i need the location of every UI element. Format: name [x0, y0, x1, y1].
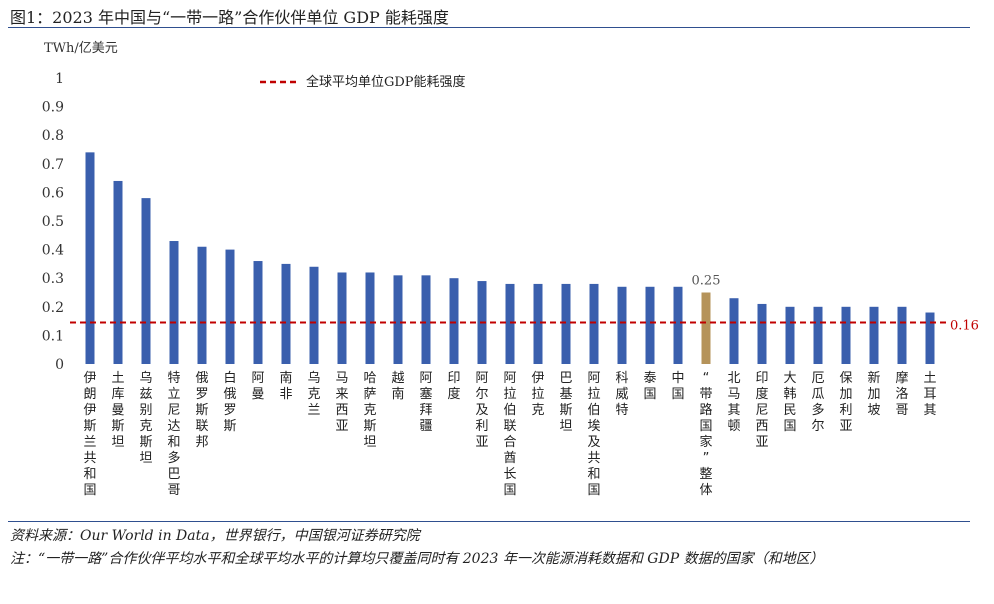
x-tick-label: 土库曼斯坦	[111, 371, 124, 450]
bar	[925, 312, 935, 364]
bar	[645, 286, 655, 364]
x-tick-label: 乌兹别克斯坦	[139, 370, 152, 466]
y-tick-label: 1	[55, 71, 64, 87]
bar	[225, 249, 235, 364]
x-tick-label: 马来西亚	[335, 371, 348, 434]
x-tick-label: 厄瓜多尔	[811, 371, 824, 434]
bar	[113, 180, 123, 364]
bar	[701, 292, 711, 364]
page-title: 图1：2023 年中国与“一带一路”合作伙伴单位 GDP 能耗强度	[10, 8, 449, 27]
belt-road-overall-value-label: 0.25	[692, 274, 721, 289]
x-tick-label: 印度尼西亚	[755, 371, 768, 450]
bar	[841, 306, 851, 364]
y-tick-label: 0.7	[42, 157, 64, 173]
x-tick-label: 土耳其	[923, 371, 936, 418]
y-tick-label: 0.9	[42, 100, 64, 116]
x-tick-label: 阿拉伯埃及共和国	[587, 371, 600, 498]
chart-legend: 全球平均单位GDP能耗强度	[260, 74, 466, 90]
x-tick-label: 巴基斯坦	[559, 371, 572, 434]
x-tick-label: 科威特	[615, 371, 628, 418]
top-divider	[8, 27, 970, 28]
bar	[197, 246, 207, 364]
x-tick-label: 保加利亚	[839, 371, 852, 434]
x-tick-label: 俄罗斯联邦	[195, 371, 208, 450]
bar	[169, 241, 179, 364]
bar	[141, 198, 151, 364]
x-tick-label: 阿拉伯联合酋长国	[503, 371, 516, 498]
source-note: 资料来源：Our World in Data，世界银行，中国银河证券研究院	[10, 528, 420, 544]
x-tick-label: “带路国家”整体	[699, 371, 712, 498]
bar	[869, 306, 879, 364]
bar	[533, 283, 543, 364]
bar	[281, 263, 291, 364]
bar	[337, 272, 347, 364]
bar	[897, 306, 907, 364]
x-tick-label: 乌克兰	[307, 370, 320, 418]
x-tick-label: 白俄罗斯	[223, 370, 236, 434]
x-tick-label: 特立尼达和多巴哥	[167, 371, 180, 498]
bar	[393, 275, 403, 364]
x-tick-label: 阿塞拜疆	[419, 371, 432, 434]
bar-chart: TWh/亿美元 0 0.1 0.2 0.3 0.4 0.5 0.6 0.7 0.8 0.9 1 伊朗…	[42, 41, 979, 498]
x-tick-label: 印度	[447, 371, 460, 402]
x-tick-label: 伊朗伊斯兰共和国	[83, 371, 96, 498]
bar	[85, 152, 95, 364]
x-tick-label: 伊拉克	[531, 371, 544, 418]
bar	[813, 306, 823, 364]
bar	[309, 266, 319, 364]
bar	[785, 306, 795, 364]
bar	[589, 283, 599, 364]
y-tick-label: 0.1	[42, 328, 64, 344]
bottom-divider	[8, 521, 970, 522]
bar	[365, 272, 375, 364]
x-tick-label: 阿曼	[251, 371, 264, 402]
legend-label: 全球平均单位GDP能耗强度	[306, 74, 466, 90]
bar	[505, 283, 515, 364]
bar	[617, 286, 627, 364]
y-tick-label: 0.6	[42, 185, 64, 201]
bar	[449, 278, 459, 364]
x-tick-label: 北马其顿	[727, 371, 740, 434]
y-tick-label: 0.8	[42, 128, 64, 144]
y-tick-label: 0.2	[42, 300, 64, 316]
x-tick-label: 阿尔及利亚	[475, 371, 488, 450]
bar	[729, 298, 739, 364]
y-axis-label: TWh/亿美元	[44, 41, 118, 56]
x-tick-label: 哈萨克斯坦	[363, 371, 376, 450]
global-average-value-label: 0.16	[950, 319, 979, 334]
bar	[253, 261, 263, 364]
y-tick-label: 0.3	[42, 271, 64, 287]
y-tick-label: 0	[55, 357, 64, 373]
x-tick-label: 中国	[671, 371, 684, 402]
y-tick-label: 0.4	[42, 243, 64, 259]
bar	[421, 275, 431, 364]
y-tick-label: 0.5	[42, 214, 64, 230]
footnote: 注：“一带一路”合作伙伴平均水平和全球平均水平的计算均只覆盖同时有 2023 年…	[10, 551, 824, 567]
x-tick-label: 泰国	[643, 371, 656, 402]
bar	[673, 286, 683, 364]
x-tick-label: 越南	[391, 371, 404, 402]
x-tick-label: 大韩民国	[783, 371, 796, 434]
x-tick-label: 南非	[279, 370, 292, 402]
x-tick-label: 摩洛哥	[895, 370, 908, 418]
bar	[757, 303, 767, 364]
x-tick-label: 新加坡	[867, 370, 880, 418]
bar	[561, 283, 571, 364]
